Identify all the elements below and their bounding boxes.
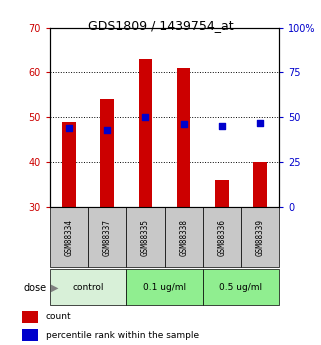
Text: percentile rank within the sample: percentile rank within the sample <box>46 331 199 339</box>
Bar <box>254 162 267 207</box>
Bar <box>126 207 164 267</box>
Text: GSM88335: GSM88335 <box>141 219 150 256</box>
Text: dose: dose <box>23 283 47 293</box>
Text: GSM88339: GSM88339 <box>256 219 265 256</box>
Text: ▶: ▶ <box>51 283 59 293</box>
Text: control: control <box>72 283 104 292</box>
Bar <box>22 329 38 341</box>
Bar <box>215 180 229 207</box>
Bar <box>50 269 126 305</box>
Text: GSM88334: GSM88334 <box>65 219 74 256</box>
Point <box>257 120 263 126</box>
Bar <box>164 207 203 267</box>
Bar <box>100 99 114 207</box>
Bar <box>22 311 38 323</box>
Bar <box>139 59 152 207</box>
Point <box>181 122 186 127</box>
Text: count: count <box>46 313 71 322</box>
Text: GSM88337: GSM88337 <box>103 219 112 256</box>
Text: 0.1 ug/ml: 0.1 ug/ml <box>143 283 186 292</box>
Text: GDS1809 / 1439754_at: GDS1809 / 1439754_at <box>88 19 233 32</box>
Bar <box>203 269 279 305</box>
Bar <box>50 207 88 267</box>
Bar <box>88 207 126 267</box>
Point <box>219 124 224 129</box>
Bar <box>241 207 279 267</box>
Bar <box>62 122 75 207</box>
Text: 0.5 ug/ml: 0.5 ug/ml <box>220 283 263 292</box>
Point <box>143 115 148 120</box>
Bar <box>177 68 190 207</box>
Bar <box>126 269 203 305</box>
Point <box>105 127 110 132</box>
Text: GSM88338: GSM88338 <box>179 219 188 256</box>
Text: GSM88336: GSM88336 <box>217 219 226 256</box>
Bar <box>203 207 241 267</box>
Point <box>66 125 72 131</box>
